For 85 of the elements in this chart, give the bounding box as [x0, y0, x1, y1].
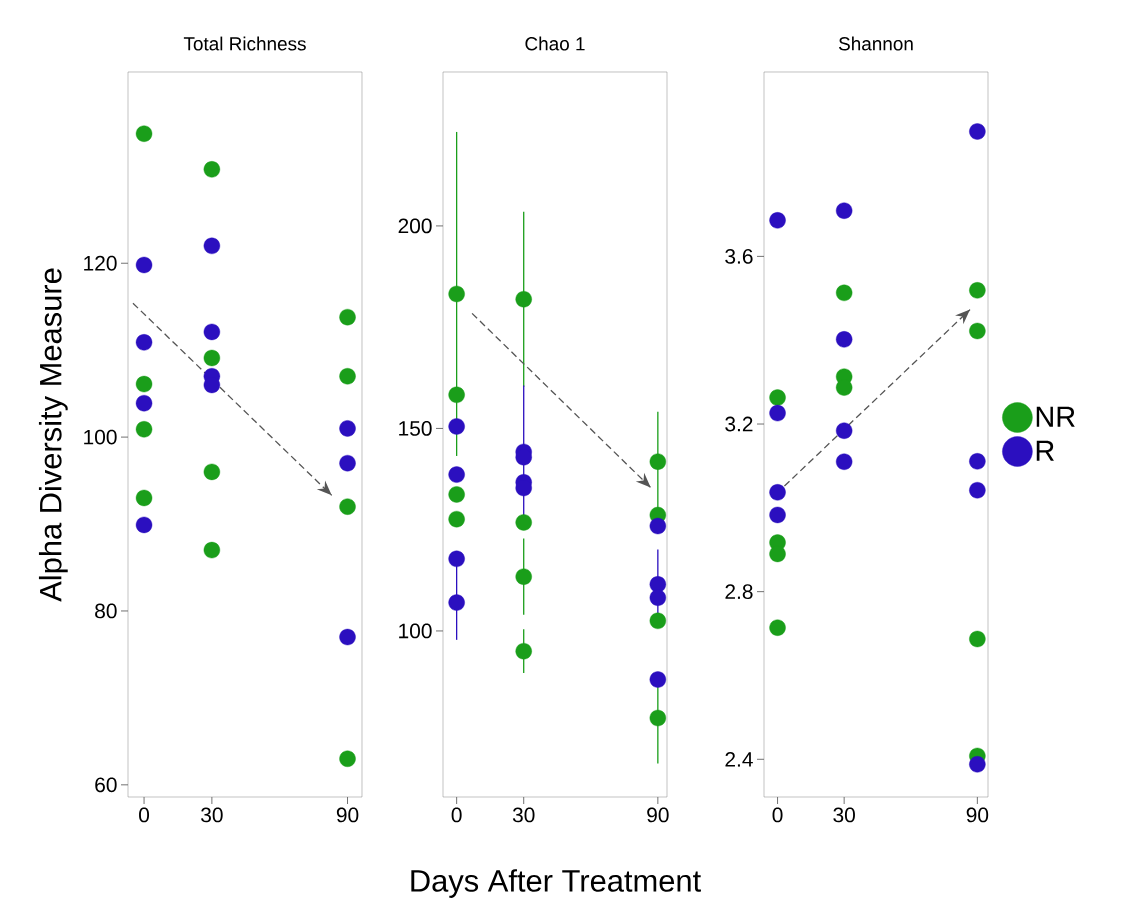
point: [339, 628, 356, 646]
point: [135, 256, 153, 274]
point: [135, 395, 153, 412]
point: [969, 123, 986, 140]
point: [835, 453, 853, 470]
point: [448, 386, 465, 403]
point: [969, 630, 986, 648]
x-tick-label: 0: [772, 807, 783, 823]
point: [649, 453, 667, 470]
point: [135, 421, 153, 438]
point: [649, 671, 667, 688]
x-tick-label: 30: [512, 807, 535, 823]
chart-title: Chao 1: [525, 36, 585, 51]
x-tick-label: 90: [647, 807, 669, 823]
point: [769, 389, 786, 406]
point: [339, 454, 356, 472]
point: [135, 375, 153, 393]
point: [649, 589, 667, 606]
x-tick-label: 30: [833, 807, 855, 823]
point: [515, 642, 532, 660]
point: [649, 612, 667, 630]
point: [339, 498, 356, 515]
x-tick-label: 90: [966, 807, 989, 823]
y-tick-label: 2.4: [725, 751, 753, 767]
point: [649, 517, 667, 535]
point: [135, 489, 153, 507]
point: [515, 514, 532, 531]
legend-label: NR: [1036, 406, 1075, 427]
chart-title: Total Richness: [183, 36, 306, 51]
chart-title: Shannon: [838, 36, 913, 51]
point: [769, 484, 786, 501]
y-tick-label: 150: [399, 421, 432, 436]
y-tick-label: 120: [84, 255, 117, 271]
point: [135, 334, 153, 351]
x-tick-label: 90: [336, 807, 359, 823]
point: [203, 161, 221, 178]
point: [515, 291, 532, 308]
point: [339, 420, 356, 437]
y-axis-title: Alpha Diversity Measure: [38, 268, 68, 602]
point: [203, 541, 221, 559]
point: [339, 308, 356, 326]
point: [448, 510, 465, 528]
point: [769, 506, 786, 524]
y-tick-label: 200: [398, 218, 432, 234]
y-tick-label: 60: [95, 777, 117, 793]
point: [135, 516, 153, 534]
point: [969, 322, 986, 340]
y-tick-label: 80: [95, 603, 117, 619]
point: [969, 453, 986, 470]
point: [448, 418, 465, 435]
point: [339, 750, 356, 767]
point: [649, 576, 667, 593]
point: [969, 756, 986, 773]
x-axis-title: Days After Treatment: [411, 869, 701, 898]
point: [769, 212, 786, 229]
point: [339, 368, 356, 385]
point: [448, 486, 465, 503]
x-tick-label: 0: [139, 807, 150, 823]
point: [515, 568, 532, 585]
point: [769, 404, 786, 422]
y-tick-label: 100: [84, 429, 117, 445]
y-tick-label: 3.2: [725, 416, 753, 432]
point: [203, 323, 221, 341]
point: [835, 284, 853, 302]
point: [448, 550, 465, 568]
legend-label: R: [1036, 440, 1054, 461]
point: [135, 125, 153, 142]
x-tick-label: 30: [201, 807, 223, 823]
x-tick-label: 0: [451, 807, 462, 823]
point: [969, 282, 986, 299]
point: [835, 331, 853, 348]
point: [769, 619, 786, 636]
point: [835, 422, 853, 439]
point: [203, 349, 221, 367]
point: [969, 482, 986, 499]
point: [448, 285, 465, 303]
point: [448, 466, 465, 483]
point: [203, 463, 221, 481]
point: [203, 237, 221, 255]
point: [448, 594, 465, 611]
y-tick-label: 3.6: [725, 248, 753, 264]
y-tick-label: 2.8: [725, 584, 753, 600]
point: [649, 709, 667, 727]
point: [835, 202, 853, 219]
y-tick-label: 100: [399, 623, 432, 639]
